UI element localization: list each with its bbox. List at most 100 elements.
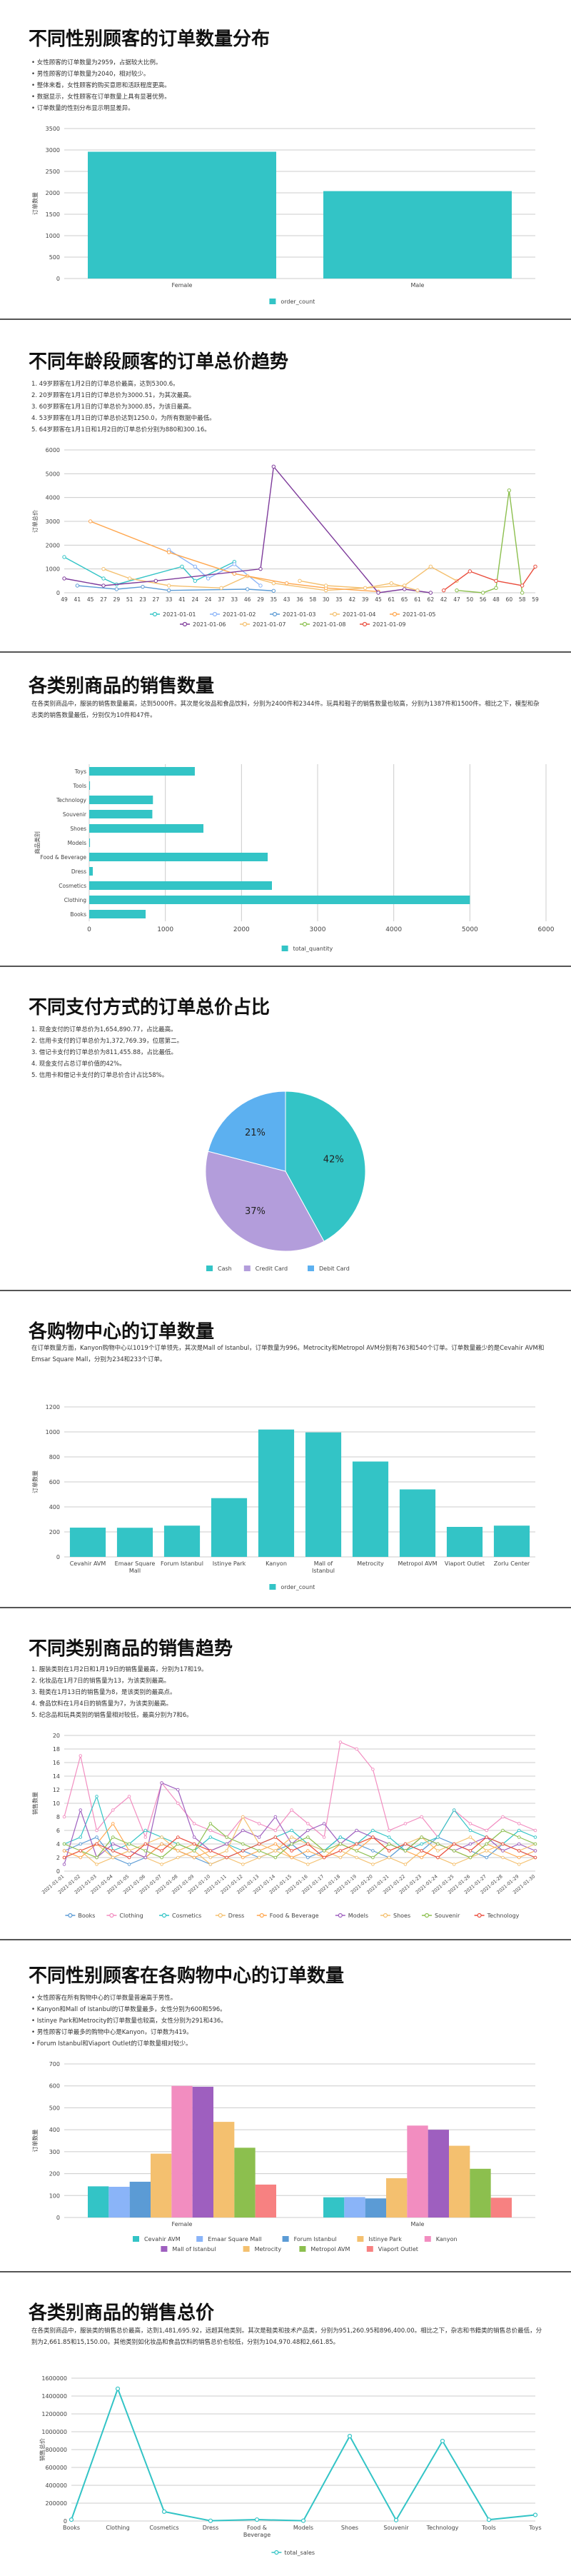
bar [386, 2178, 407, 2217]
x-tick-label: Mall of [314, 1560, 333, 1567]
y-tick-label: 4 [56, 1841, 60, 1848]
data-point [307, 1850, 310, 1853]
bar [211, 1498, 247, 1557]
data-point [517, 1856, 520, 1859]
data-point [274, 1856, 277, 1859]
bar [449, 2146, 470, 2217]
data-point [390, 581, 393, 584]
x-tick-label: 61 [388, 596, 395, 603]
data-point [372, 1836, 375, 1839]
data-point [258, 1836, 261, 1839]
y-axis-label: 订单数量 [31, 1470, 39, 1493]
bar [213, 2122, 234, 2217]
data-point [111, 1850, 114, 1853]
legend-swatch [243, 2246, 250, 2252]
legend-marker [153, 613, 157, 616]
x-tick-label: 49 [61, 596, 68, 603]
data-point [420, 1850, 423, 1853]
y-tick-label: Models [68, 840, 87, 846]
slice-label: 21% [245, 1128, 266, 1138]
data-point [290, 1843, 293, 1845]
bullet: 5. 信用卡和借记卡支付的订单总价合计占比58%。 [31, 1070, 545, 1081]
section-title: 不同性别顾客在各购物中心的订单数量 [29, 1961, 344, 1988]
y-tick-label: Dress [71, 868, 86, 875]
bar [117, 1528, 153, 1557]
legend-label: 2021-01-07 [253, 621, 286, 628]
x-tick-label: Toys [528, 2525, 541, 2531]
data-point [111, 1809, 114, 1812]
bar [89, 867, 93, 876]
x-tick-label: Tools [481, 2525, 496, 2531]
category-sales-line-chart: 0200000400000600000800000100000012000001… [0, 2371, 571, 2575]
data-point [115, 588, 118, 591]
data-point [388, 1829, 390, 1832]
legend-marker [218, 1914, 222, 1918]
data-point [323, 1850, 325, 1853]
bar [447, 1527, 482, 1557]
legend-marker [384, 1914, 388, 1918]
x-tick-label: 41 [74, 596, 81, 603]
y-tick-label: 2500 [46, 169, 60, 175]
data-point [355, 1829, 358, 1832]
data-point [290, 1856, 293, 1859]
data-point [102, 567, 105, 570]
data-point [76, 584, 79, 587]
data-point [339, 1843, 342, 1845]
data-point [487, 2518, 491, 2522]
x-tick-label: 56 [480, 596, 487, 603]
legend-marker [363, 623, 367, 626]
x-tick-label: Cevahir AVM [70, 1560, 106, 1567]
data-point [226, 1836, 228, 1839]
data-point [307, 1823, 310, 1825]
data-point [437, 1856, 440, 1859]
bullet: 3. 60岁顾客在1月1日的订单总价为3000.85，为该日最高。 [31, 401, 545, 413]
x-tick-label: 39 [362, 596, 369, 603]
data-point [258, 1850, 261, 1853]
data-point [395, 2518, 398, 2522]
data-point [323, 1836, 325, 1839]
x-tick-label: 47 [453, 596, 460, 603]
bullet: • 整体来看，女性顾客的购买意愿和活跃程度更高。 [31, 80, 545, 91]
gender-mall-grouped-bar-chart: 0100200300400500600700订单数量Female MaleCeva… [0, 2057, 571, 2271]
data-point [404, 1850, 407, 1853]
data-point [193, 1836, 196, 1839]
data-point [372, 1856, 375, 1859]
bullet-list: • 女性顾客的订单数量为2959，占据较大比例。 • 男性顾客的订单数量为204… [31, 57, 545, 114]
y-axis-label: 销售总价 [39, 2438, 46, 2461]
data-point [502, 1856, 505, 1859]
legend-label: Clothing [119, 1913, 143, 1919]
data-point [388, 1856, 390, 1859]
x-tick-label: 24 [205, 596, 212, 603]
data-point [290, 1829, 293, 1832]
data-point [323, 1823, 325, 1825]
data-point [469, 1829, 472, 1832]
data-point [63, 556, 66, 558]
legend-marker [273, 613, 277, 616]
y-tick-label: 700 [49, 2061, 60, 2068]
bar [494, 1525, 530, 1557]
data-point [442, 588, 445, 591]
section-divider [0, 1607, 571, 1608]
x-tick-label: Emaar Square [115, 1560, 156, 1567]
y-tick-label: 1000000 [41, 2429, 67, 2435]
x-tick-label: 60 [506, 596, 513, 603]
data-point [520, 591, 523, 594]
data-point [455, 588, 458, 591]
data-point [403, 588, 405, 591]
y-tick-label: 0 [56, 1554, 60, 1560]
x-tick-label: 29 [113, 596, 121, 603]
data-point [181, 565, 183, 568]
paragraph: 在订单数量方面，Kanyon购物中心以1019个订单领先，其次是Mall of … [31, 1343, 545, 1365]
y-tick-label: 200 [49, 1529, 60, 1535]
data-point [339, 1741, 342, 1744]
data-point [167, 551, 170, 553]
data-point [290, 1809, 293, 1812]
data-point [111, 1823, 114, 1825]
x-tick-label: 0 [87, 926, 91, 933]
bar [400, 1490, 435, 1558]
legend-label: 2021-01-01 [163, 611, 196, 618]
y-tick-label: 400 [49, 2127, 60, 2133]
data-point [469, 1850, 472, 1853]
legend-label: Technology [487, 1913, 520, 1919]
data-point [177, 1850, 180, 1853]
